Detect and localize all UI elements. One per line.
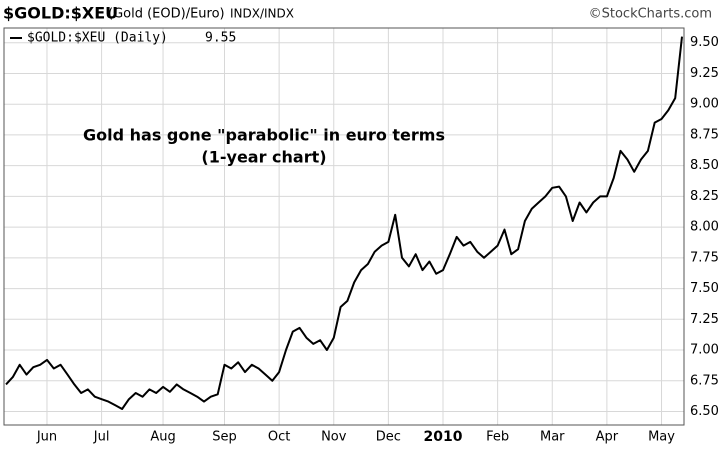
y-tick-label: 7.75 <box>690 250 719 265</box>
y-tick-label: 8.50 <box>690 158 719 173</box>
y-tick-label: 9.00 <box>690 97 719 112</box>
x-tick-label: Apr <box>596 430 619 445</box>
x-tick-label: Aug <box>150 430 175 445</box>
y-tick-label: 7.25 <box>690 312 719 327</box>
y-tick-label: 9.25 <box>690 66 719 81</box>
y-tick-label: 8.00 <box>690 220 719 235</box>
chart-title: $GOLD:$XEU <box>3 4 118 23</box>
x-tick-label: May <box>648 430 675 445</box>
x-tick-label: Sep <box>212 430 237 445</box>
y-tick-label: 6.50 <box>690 404 719 419</box>
x-tick-label: Jul <box>93 430 110 445</box>
legend-label: $GOLD:$XEU (Daily) <box>27 31 168 46</box>
annotation: Gold has gone "parabolic" in euro terms <box>83 126 445 145</box>
plot-frame <box>3 27 685 426</box>
x-tick-label: 2010 <box>424 429 463 445</box>
x-tick-label: Mar <box>540 430 565 445</box>
y-tick-label: 7.00 <box>690 343 719 358</box>
y-tick-label: 8.75 <box>690 127 719 142</box>
legend-value: 9.55 <box>205 31 236 46</box>
x-tick-label: Dec <box>376 430 401 445</box>
annotation: (1-year chart) <box>201 148 326 167</box>
chart-subtitle: (Gold (EOD)/Euro) <box>108 7 225 22</box>
x-tick-label: Nov <box>321 430 347 445</box>
x-tick-label: Jun <box>36 430 57 445</box>
exchange: INDX/INDX <box>230 7 294 21</box>
price-line <box>5 36 683 410</box>
source: ©StockCharts.com <box>589 7 712 22</box>
x-tick-label: Oct <box>268 430 290 445</box>
y-tick-label: 9.50 <box>690 35 719 50</box>
y-tick-label: 7.50 <box>690 281 719 296</box>
y-tick-label: 6.75 <box>690 373 719 388</box>
y-tick-label: 8.25 <box>690 189 719 204</box>
x-tick-label: Feb <box>486 430 509 445</box>
